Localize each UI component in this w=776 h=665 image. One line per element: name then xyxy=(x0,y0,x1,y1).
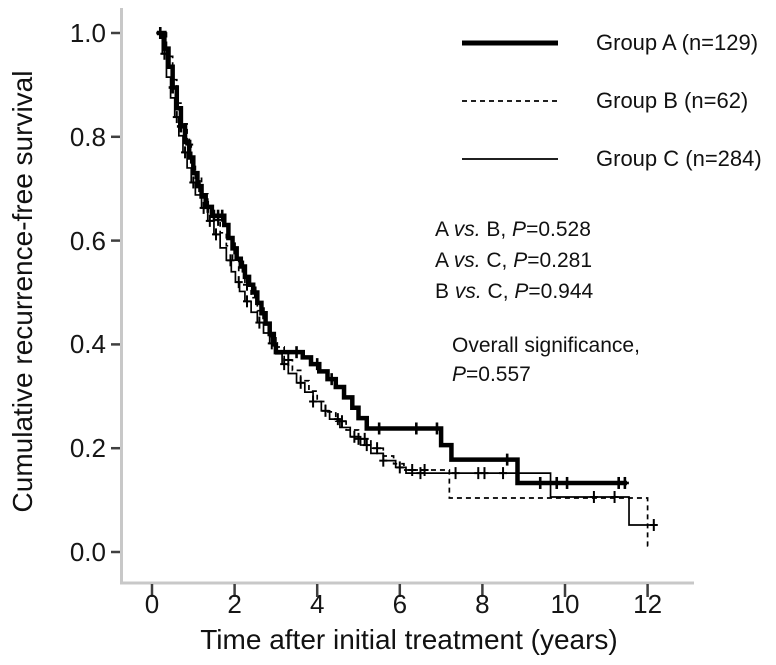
pairwise-p-value-line: A vs. C, P=0.281 xyxy=(435,249,593,272)
y-tick-label: 0.8 xyxy=(69,121,106,152)
km-curve-group-a xyxy=(156,30,627,486)
legend-line-sample-group-a xyxy=(462,40,558,46)
x-tick-label: 12 xyxy=(633,589,663,619)
legend-line-sample-group-b xyxy=(462,100,558,102)
overall-significance-label: Overall significance, xyxy=(452,334,640,357)
x-tick-label: 10 xyxy=(550,589,580,619)
legend-label: Group B (n=62) xyxy=(596,88,749,113)
y-tick-label: 0.6 xyxy=(69,225,106,256)
y-tick-label: 0.2 xyxy=(69,433,106,464)
overall-p-value: P=0.557 xyxy=(452,363,531,386)
x-axis-title: Time after initial treatment (years) xyxy=(200,624,618,655)
y-tick-label: 0.0 xyxy=(69,537,106,567)
legend: Group A (n=129) Group B (n=62) Group C (n=… xyxy=(460,14,762,188)
legend-item-group-a: Group A (n=129) xyxy=(460,14,762,72)
x-tick-label: 2 xyxy=(227,589,242,619)
x-tick-label: 8 xyxy=(475,589,490,619)
x-tick-label: 6 xyxy=(392,589,408,619)
overall-significance: Overall significance, P=0.557 xyxy=(452,331,640,389)
legend-line-sample-group-c xyxy=(462,158,558,160)
y-axis-title: Cumulative recurrence-free survival xyxy=(7,70,38,513)
y-tick-label: 1.0 xyxy=(69,18,106,48)
legend-item-group-c: Group C (n=284) xyxy=(460,130,762,188)
legend-label: Group A (n=129) xyxy=(596,30,759,55)
pairwise-p-value-line: B vs. C, P=0.944 xyxy=(435,280,594,303)
legend-label: Group C (n=284) xyxy=(596,146,762,171)
censor-marks-group-b xyxy=(185,138,429,476)
y-tick-label: 0.4 xyxy=(69,329,106,360)
censor-marks-group-a xyxy=(156,27,629,489)
x-tick-label: 4 xyxy=(309,589,325,619)
pairwise-p-value-line: A vs. B, P=0.528 xyxy=(435,218,591,241)
pairwise-p-values: A vs. B, P=0.528 A vs. C, P=0.281 B vs. C,… xyxy=(435,214,593,307)
x-tick-label: 0 xyxy=(144,589,160,619)
legend-item-group-b: Group B (n=62) xyxy=(460,72,762,130)
